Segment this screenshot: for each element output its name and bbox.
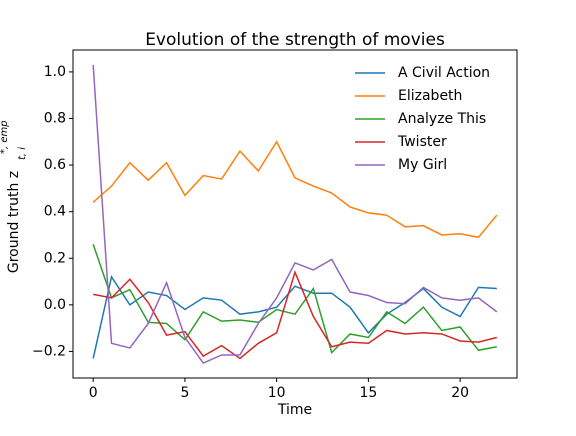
legend-label: Elizabeth: [398, 88, 462, 104]
y-tick-label: 0.0: [44, 297, 66, 313]
series-line: [92, 140, 498, 239]
legend-label: A Civil Action: [398, 65, 490, 81]
x-tick-label: 10: [268, 385, 286, 401]
x-tick-label: 5: [180, 385, 189, 401]
y-tick-label: 0.4: [44, 204, 66, 220]
series-line: [92, 64, 498, 365]
y-axis-label-subscript: t, i: [17, 147, 28, 160]
y-tick-label: 0.2: [44, 250, 66, 266]
y-axis-label: Ground truth z: [6, 171, 22, 273]
x-tick-label: 15: [359, 385, 377, 401]
y-tick-label: 0.6: [44, 157, 66, 173]
y-tick-label: 0.8: [44, 110, 66, 126]
y-axis-label-group: Ground truth z *, emp t, i: [0, 120, 28, 273]
y-tick-label: −0.2: [32, 343, 66, 359]
y-tick-label: 1.0: [44, 64, 66, 80]
chart-title: Evolution of the strength of movies: [145, 30, 445, 50]
series-line: [93, 270, 498, 360]
plot-frame: [72, 49, 518, 379]
y-axis-label-superscript: *, emp: [0, 120, 10, 154]
x-tick-label: 20: [451, 385, 469, 401]
legend-label: My Girl: [398, 157, 447, 173]
legend-label: Analyze This: [398, 111, 486, 127]
legend-label: Twister: [397, 134, 447, 150]
x-axis-label: Time: [277, 402, 312, 418]
x-tick-label: 0: [89, 385, 98, 401]
series-line: [92, 275, 497, 359]
